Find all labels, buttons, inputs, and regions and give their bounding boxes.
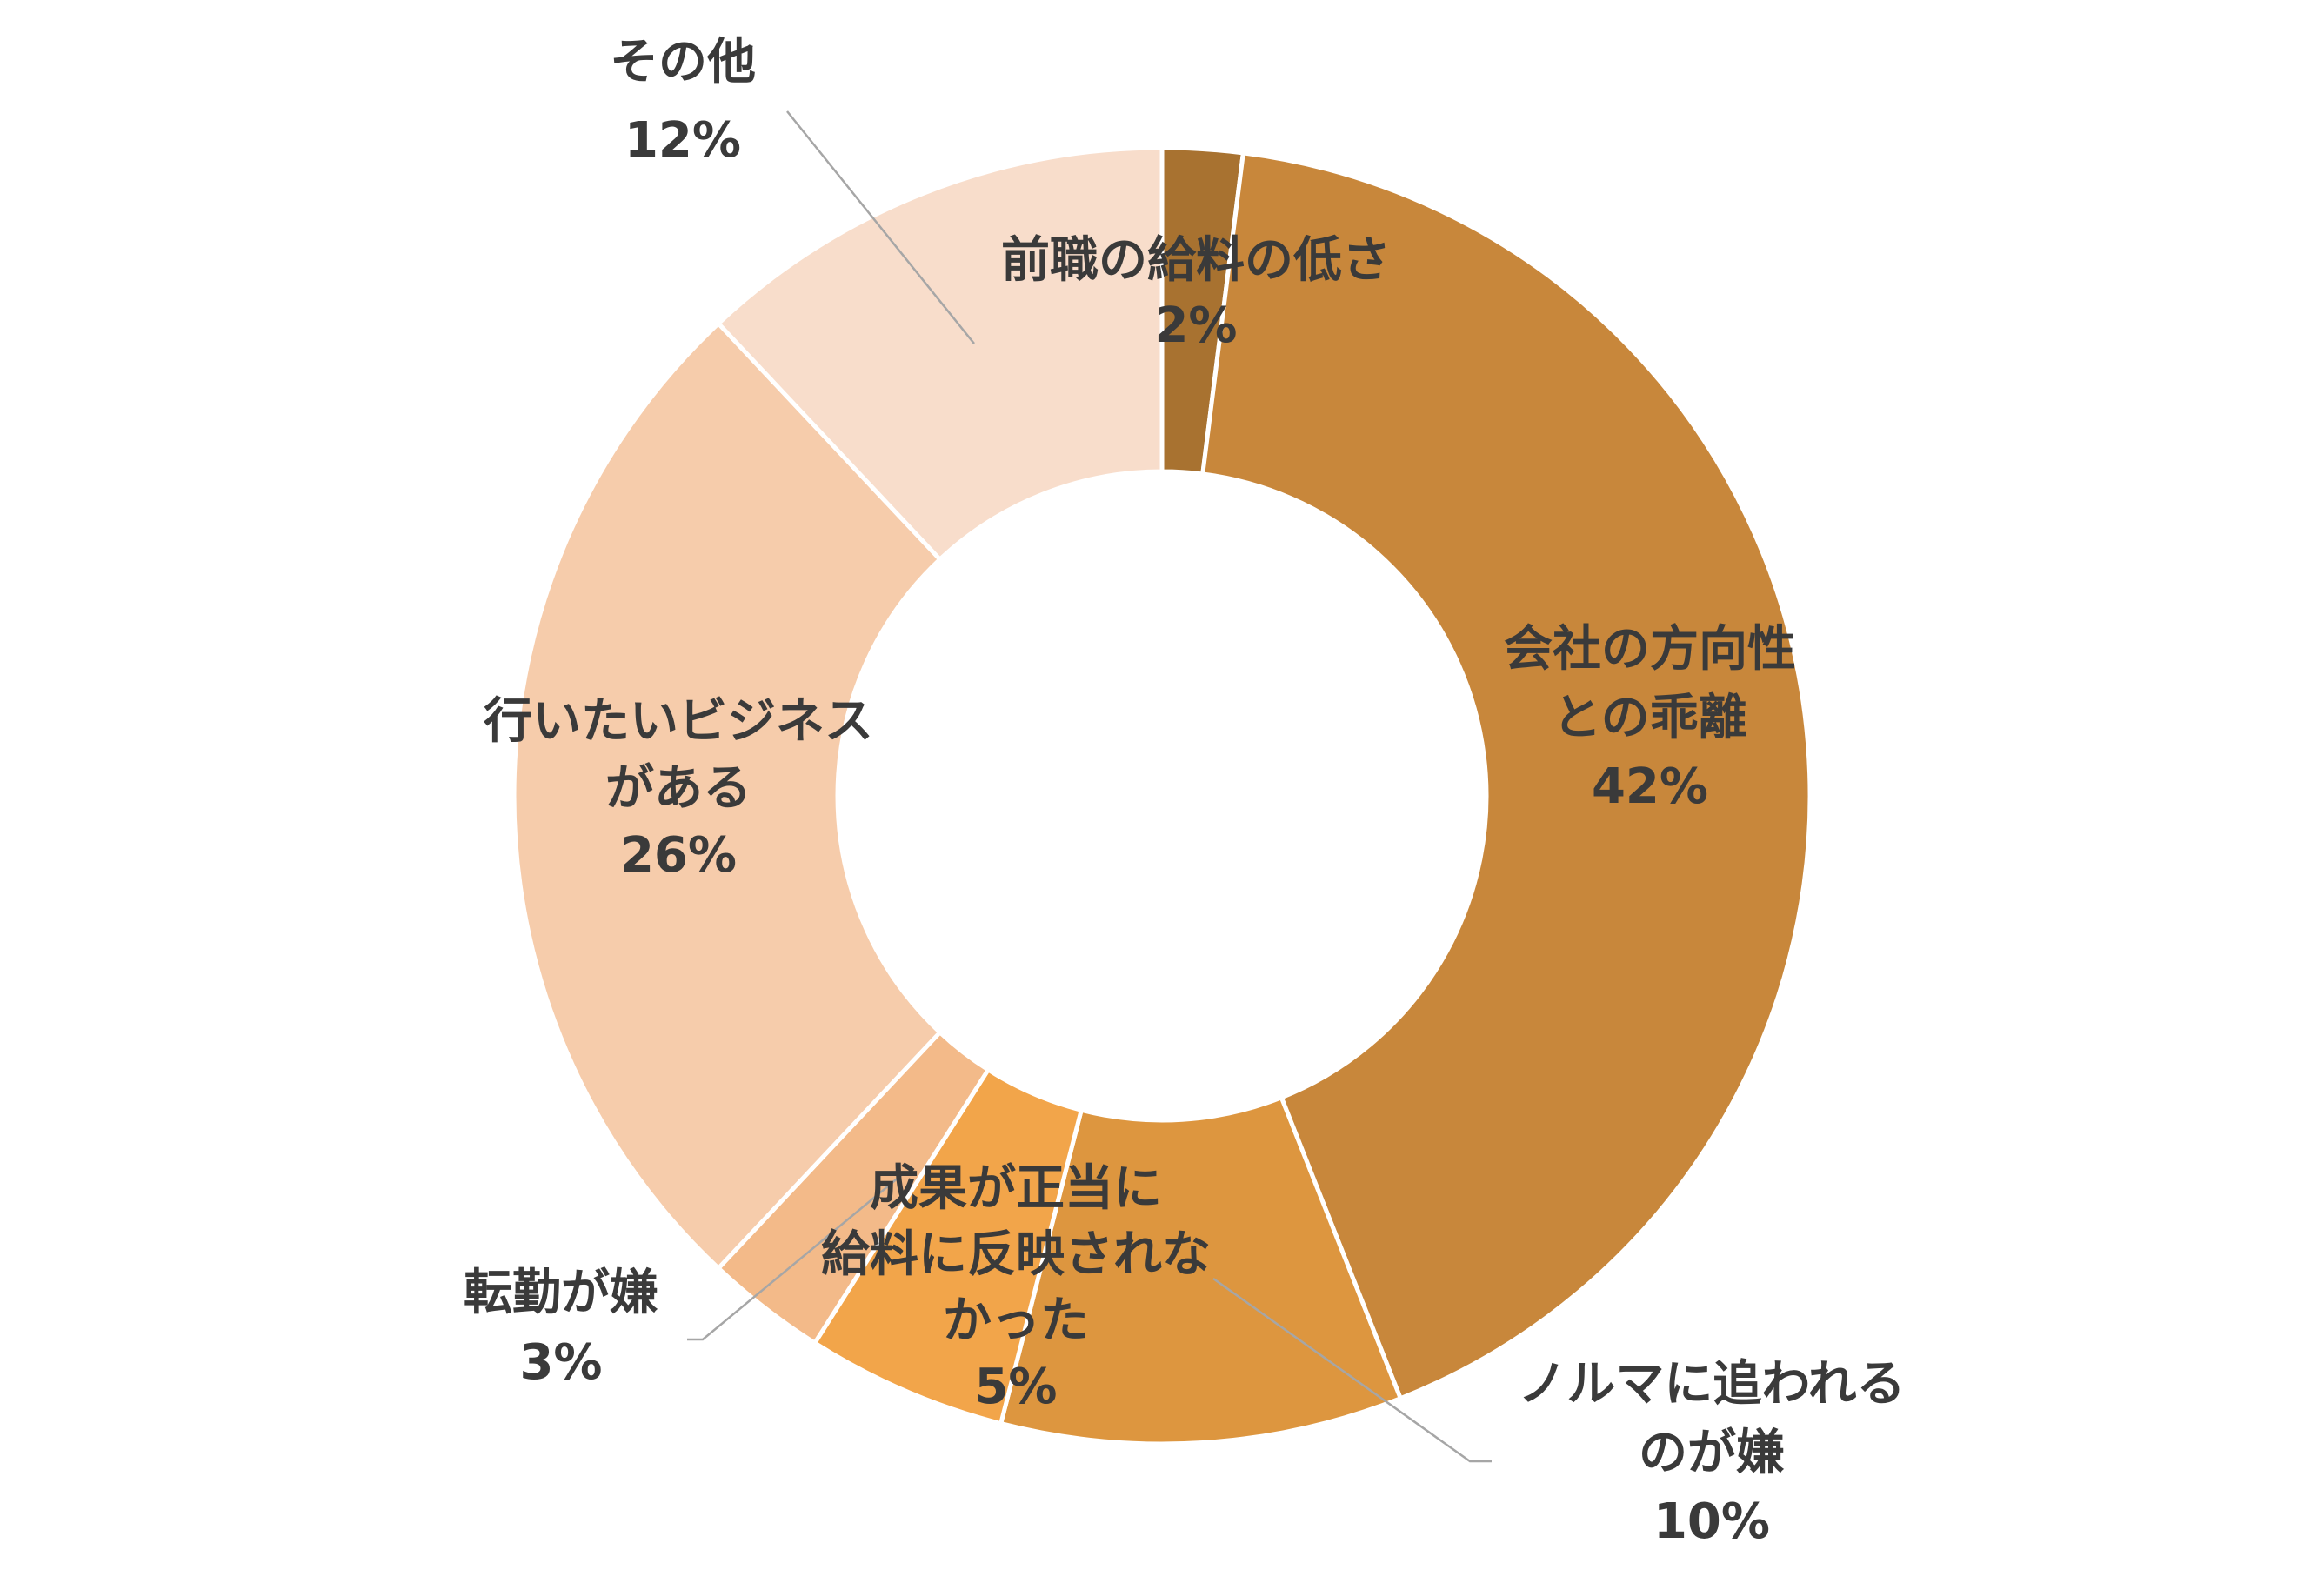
slice-value-label: 5% (974, 1359, 1057, 1415)
slice-category-label: 行いたいビジネス (484, 693, 873, 750)
slice-category-label: 給料に反映されな (821, 1226, 1211, 1283)
slice-value-label: 42% (1592, 758, 1708, 815)
slice-category-label: との乖離 (1553, 690, 1746, 746)
donut-slice-5 (511, 320, 944, 1272)
slice-category-label: 転勤が嫌 (464, 1265, 658, 1321)
leader-line-2 (1212, 1277, 1492, 1463)
slice-category-label: その他 (610, 34, 756, 90)
slice-category-label: 成果が正当に (870, 1160, 1162, 1217)
slice-category-label: かった (943, 1293, 1089, 1349)
slice-value-label: 26% (620, 827, 737, 884)
leader-lines-layer (687, 110, 1492, 1463)
donut-slice-6 (715, 145, 1165, 563)
slice-category-label: 前職の給料の低さ (1001, 232, 1391, 289)
slice-category-label: がある (605, 760, 751, 817)
slice-value-label: 3% (519, 1334, 602, 1391)
donut-slice-2 (998, 1094, 1404, 1446)
slice-value-label: 12% (624, 112, 741, 169)
slice-category-label: ノルマに追われる (1518, 1356, 1905, 1413)
slice-value-label: 10% (1653, 1493, 1770, 1550)
slice-value-label: 2% (1154, 297, 1237, 354)
slices-layer (511, 145, 1813, 1446)
slice-category-label: のが嫌 (1639, 1425, 1785, 1481)
leader-line-4 (687, 1172, 905, 1341)
data-label-4: 転勤が嫌 3% (464, 1265, 658, 1391)
data-label-6: その他 12% (610, 34, 756, 169)
slice-category-label: 会社の方向性 (1504, 621, 1796, 678)
data-label-0: 前職の給料の低さ 2% (1001, 232, 1391, 354)
leader-line-6 (786, 110, 975, 344)
donut-slice-1 (1199, 150, 1813, 1401)
